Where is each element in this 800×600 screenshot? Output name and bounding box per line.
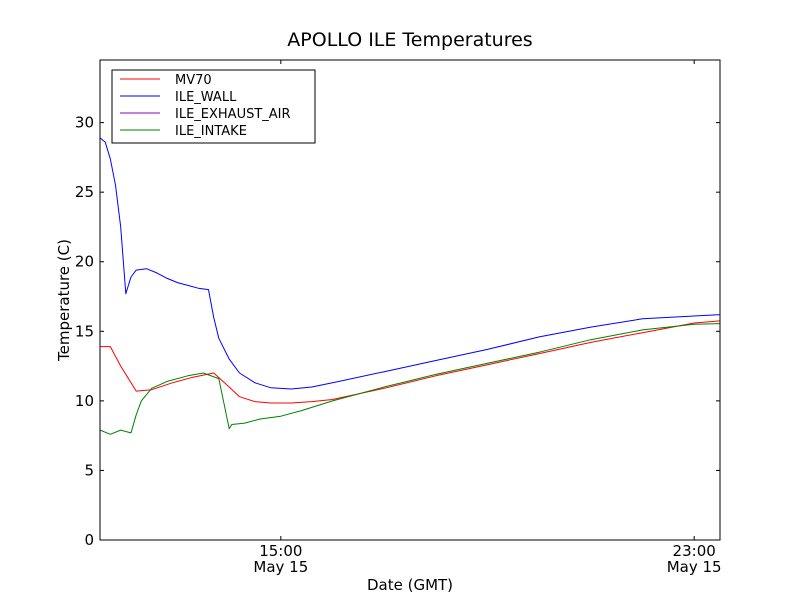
legend: MV70 ILE_WALL ILE_EXHAUST_AIR ILE_INTAKE [111, 69, 316, 144]
x-tick-label-date: May 15 [253, 558, 308, 576]
y-axis-label: Temperature (C) [55, 239, 73, 362]
series-lines [100, 137, 720, 435]
series-line-mv70 [100, 320, 720, 404]
y-tick-label: 30 [75, 114, 94, 132]
legend-label: ILE_EXHAUST_AIR [175, 107, 291, 122]
series-line-ile-intake [100, 323, 720, 435]
y-tick-label: 20 [75, 253, 94, 271]
y-axis: 0 5 10 15 20 25 30 [75, 114, 720, 549]
plot-frame [99, 59, 721, 541]
x-axis-label: Date (GMT) [367, 576, 453, 594]
y-tick-label: 5 [84, 461, 94, 479]
legend-label: MV70 [175, 73, 212, 88]
x-tick-label-time: 15:00 [259, 542, 302, 560]
legend-label: ILE_INTAKE [175, 124, 247, 139]
series-line-ile-wall [100, 137, 720, 390]
legend-label: ILE_WALL [175, 90, 237, 105]
y-tick-label: 25 [75, 183, 94, 201]
x-tick-label-time: 23:00 [673, 542, 716, 560]
chart-title: APOLLO ILE Temperatures [287, 29, 532, 51]
x-tick-label-date: May 15 [667, 558, 722, 576]
y-tick-label: 0 [84, 531, 94, 549]
y-tick-label: 15 [75, 322, 94, 340]
y-tick-label: 10 [75, 392, 94, 410]
legend-frame [111, 69, 316, 144]
